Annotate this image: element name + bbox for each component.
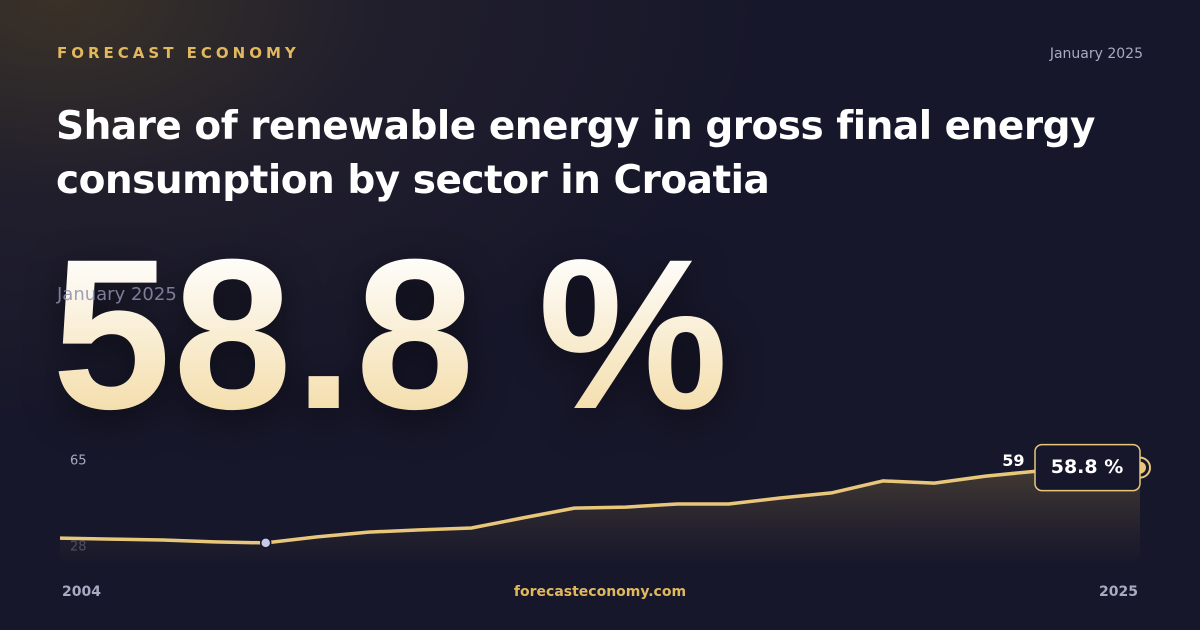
y-tick-label: 65 xyxy=(70,454,87,469)
line xyxy=(59,465,1141,545)
headline-date: January 2025 xyxy=(57,284,177,305)
brand: FORECAST ECONOMY xyxy=(57,44,300,62)
value-label: 59 xyxy=(1002,451,1024,470)
footer: forecasteconomy.com xyxy=(514,584,686,600)
area xyxy=(60,467,1140,565)
value-badge xyxy=(1034,443,1141,492)
headline-value: 58.8 % xyxy=(52,215,731,454)
title: Share of renewable energy in gross final… xyxy=(56,104,1095,203)
value-label: 58.8 % xyxy=(1051,456,1124,478)
x-tick-label: 2025 xyxy=(1099,584,1138,600)
min-point xyxy=(259,537,272,549)
date: January 2025 xyxy=(1049,46,1143,62)
x-tick-label: 2004 xyxy=(62,584,101,600)
